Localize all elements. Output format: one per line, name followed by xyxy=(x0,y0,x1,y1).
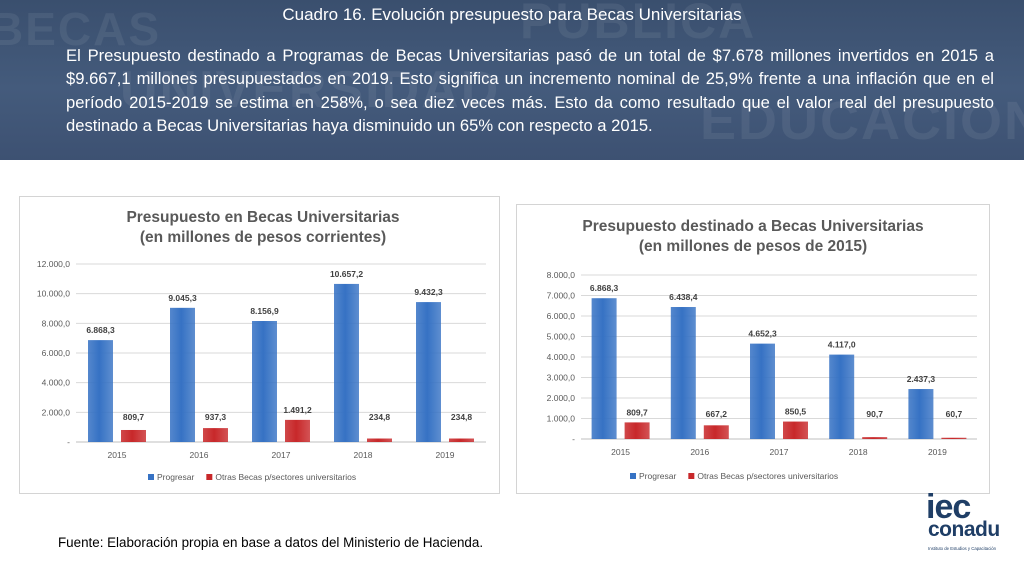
x-tick-label: 2016 xyxy=(190,450,209,460)
y-tick-label: 8.000,0 xyxy=(547,270,576,280)
bar-otras-becas xyxy=(121,429,146,442)
y-tick-label: 10.000,0 xyxy=(37,289,70,299)
x-tick-label: 2017 xyxy=(770,447,789,457)
x-tick-label: 2017 xyxy=(272,450,291,460)
bar-progresar xyxy=(829,354,855,439)
data-label-progresar: 9.045,3 xyxy=(168,293,197,303)
y-tick-label: 4.000,0 xyxy=(547,352,576,362)
data-label-otras-becas: 809,7 xyxy=(123,412,145,422)
y-tick-label: 12.000,0 xyxy=(37,259,70,269)
chart-2015-pesos: Presupuesto destinado a Becas Universita… xyxy=(516,204,990,494)
x-tick-label: 2018 xyxy=(849,447,868,457)
data-label-progresar: 6.868,3 xyxy=(590,283,619,293)
legend-swatch-progresar xyxy=(148,474,154,480)
y-tick-label: 2.000,0 xyxy=(547,393,576,403)
x-tick-label: 2016 xyxy=(690,447,709,457)
watermark-text: BECAS xyxy=(0,3,162,55)
logo-sub-text: conadu xyxy=(928,518,1000,541)
x-tick-label: 2019 xyxy=(928,447,947,457)
bar-progresar xyxy=(170,307,195,442)
bar-progresar xyxy=(416,302,441,442)
y-tick-label: - xyxy=(572,434,575,444)
bar-otras-becas xyxy=(449,438,474,442)
chart-svg-current-pesos: Presupuesto en Becas Universitarias (en m… xyxy=(37,209,486,482)
data-label-otras-becas: 937,3 xyxy=(205,412,227,422)
y-tick-label: 1.000,0 xyxy=(547,414,576,424)
chart-subtitle: (en millones de pesos de 2015) xyxy=(639,238,867,255)
y-tick-label: 3.000,0 xyxy=(547,373,576,383)
data-label-progresar: 6.868,3 xyxy=(86,325,115,335)
bar-progresar xyxy=(908,389,934,439)
data-label-progresar: 8.156,9 xyxy=(250,306,279,316)
data-label-otras-becas: 667,2 xyxy=(706,409,728,419)
data-label-progresar: 4.117,0 xyxy=(828,340,856,350)
logo-tagline: Instituto de Estudios y Capacitación xyxy=(928,546,997,551)
watermark-text: EDUCACION xyxy=(700,91,1024,151)
bar-progresar xyxy=(252,321,277,442)
legend-label-progresar: Progresar xyxy=(639,471,676,481)
bar-otras-becas xyxy=(285,419,310,442)
data-label-otras-becas: 850,5 xyxy=(785,407,807,417)
bar-otras-becas xyxy=(703,425,729,439)
bar-otras-becas xyxy=(941,437,967,439)
bar-otras-becas xyxy=(862,437,888,439)
bar-otras-becas xyxy=(783,421,808,439)
x-tick-label: 2015 xyxy=(611,447,630,457)
data-label-progresar: 9.432,3 xyxy=(414,287,443,297)
y-tick-label: - xyxy=(67,437,70,447)
y-tick-label: 8.000,0 xyxy=(42,318,71,328)
slide-body-text: El Presupuesto destinado a Programas de … xyxy=(66,46,994,136)
x-tick-label: 2018 xyxy=(354,450,373,460)
legend-label-progresar: Progresar xyxy=(157,472,194,482)
data-label-otras-becas: 809,7 xyxy=(626,407,648,417)
bar-otras-becas xyxy=(624,422,650,439)
data-label-progresar: 2.437,3 xyxy=(907,374,936,384)
data-label-otras-becas: 1.491,2 xyxy=(283,405,312,415)
chart-title: Presupuesto en Becas Universitarias xyxy=(126,209,399,226)
chart-title: Presupuesto destinado a Becas Universita… xyxy=(582,218,923,235)
bar-otras-becas xyxy=(203,428,228,442)
bar-progresar xyxy=(670,307,696,439)
source-note: Fuente: Elaboración propia en base a dat… xyxy=(58,535,484,550)
data-label-otras-becas: 234,8 xyxy=(369,412,391,422)
data-label-otras-becas: 60,7 xyxy=(946,409,963,419)
y-tick-label: 7.000,0 xyxy=(547,291,576,301)
legend-label-otras-becas: Otras Becas p/sectores universitarios xyxy=(697,471,838,481)
x-tick-label: 2019 xyxy=(436,450,455,460)
legend-swatch-otras-becas xyxy=(688,473,695,479)
legend-label-otras-becas: Otras Becas p/sectores universitarios xyxy=(215,472,356,482)
data-label-otras-becas: 234,8 xyxy=(451,412,473,422)
y-tick-label: 5.000,0 xyxy=(547,332,576,342)
bar-otras-becas xyxy=(367,438,392,442)
data-label-progresar: 6.438,4 xyxy=(669,292,698,302)
iec-conadu-logo: iec conadu Instituto de Estudios y Capac… xyxy=(924,488,1002,554)
legend-swatch-progresar xyxy=(630,473,636,479)
y-tick-label: 2.000,0 xyxy=(42,407,71,417)
chart-svg-2015-pesos: Presupuesto destinado a Becas Universita… xyxy=(547,218,977,481)
watermark-text: UNIVERSIDAD xyxy=(120,61,501,119)
bar-progresar xyxy=(750,343,775,439)
bar-progresar xyxy=(591,298,617,439)
legend-swatch-otras-becas xyxy=(206,474,213,480)
data-label-progresar: 10.657,2 xyxy=(330,269,363,279)
chart-current-pesos: Presupuesto en Becas Universitarias (en m… xyxy=(19,196,500,494)
x-tick-label: 2015 xyxy=(108,450,127,460)
chart-subtitle: (en millones de pesos corrientes) xyxy=(140,229,386,246)
data-label-otras-becas: 90,7 xyxy=(866,409,883,419)
y-tick-label: 6.000,0 xyxy=(547,311,576,321)
data-label-progresar: 4.652,3 xyxy=(748,329,777,339)
y-tick-label: 6.000,0 xyxy=(42,348,71,358)
y-tick-label: 4.000,0 xyxy=(42,378,71,388)
logo-main-text: iec xyxy=(926,488,971,526)
watermark-text: PUBLICA xyxy=(520,0,757,49)
header-banner: BECAS UNIVERSIDAD PUBLICA EDUCACION Cuad… xyxy=(0,0,1024,160)
slide-title: Cuadro 16. Evolución presupuesto para Be… xyxy=(282,5,742,24)
bar-progresar xyxy=(88,340,113,442)
bar-progresar xyxy=(334,283,359,442)
